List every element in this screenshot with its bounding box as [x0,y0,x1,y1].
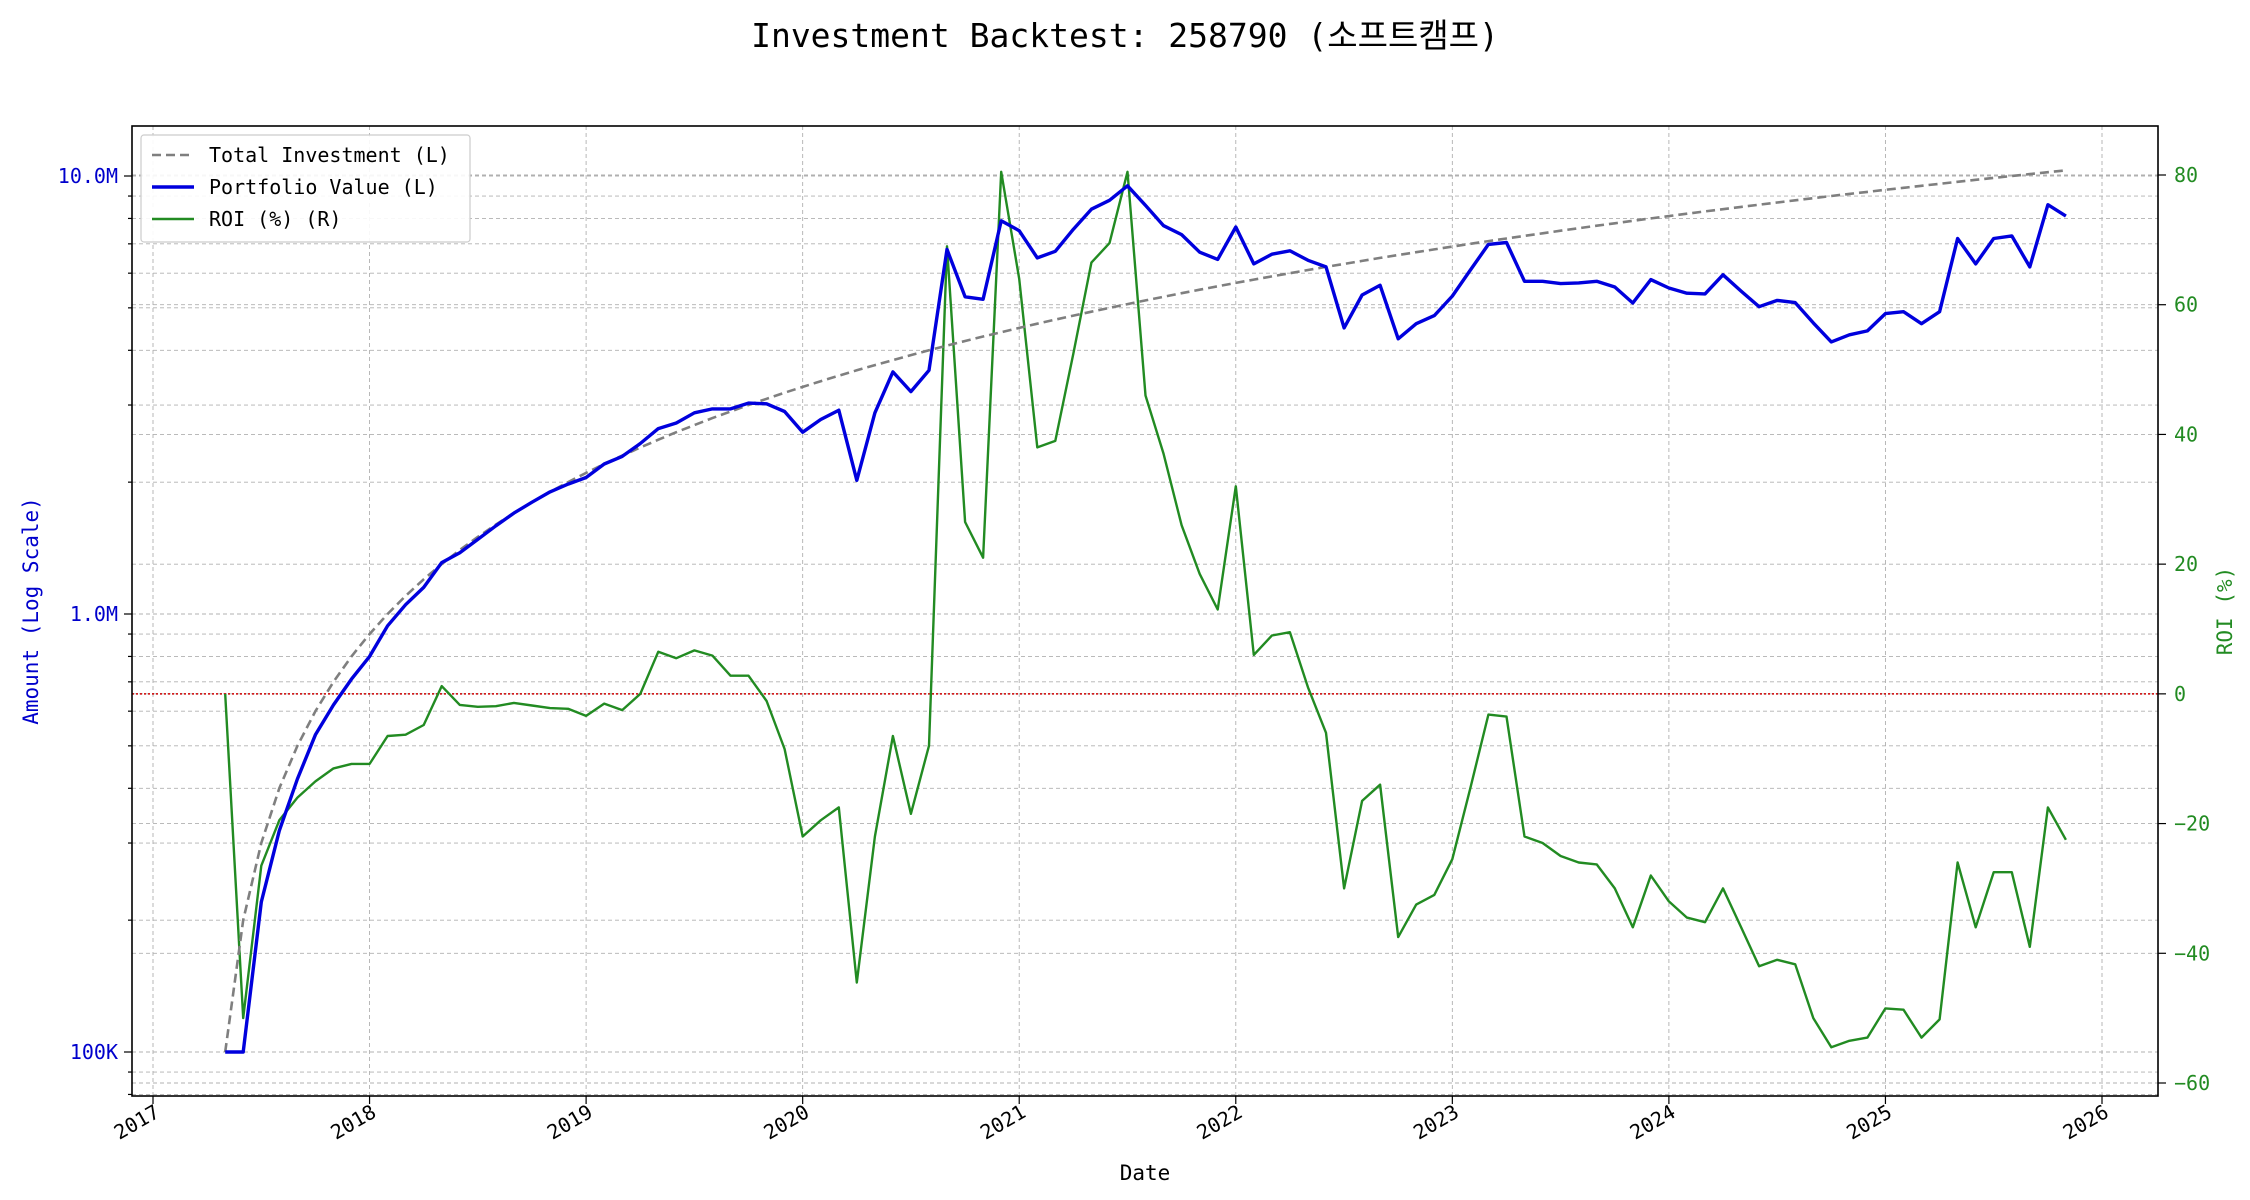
x-tick-label: 2024 [1626,1100,1680,1145]
right-tick-label: 80 [2174,163,2198,187]
right-tick-label: 20 [2174,552,2198,576]
right-tick-label: −60 [2174,1071,2210,1095]
legend-label: Portfolio Value (L) [209,175,438,199]
right-axis-ticks: −60 −40 −20 0 20 40 60 80 [2158,163,2210,1095]
right-tick-label: 40 [2174,422,2198,446]
portfolio-value-series-line [225,184,2067,1054]
legend-label: Total Investment (L) [209,143,450,167]
x-tick-label: 2022 [1193,1100,1247,1145]
plot-frame [131,125,2159,1097]
x-tick-label: 2025 [1842,1100,1896,1145]
left-tick-label: 100K [70,1040,118,1064]
left-tick-label: 10.0M [58,164,118,188]
left-tick-label: 1.0M [70,602,118,626]
chart-title: Investment Backtest: 258790 (소프트캠프) [751,16,1499,55]
x-axis-label: Date [1120,1161,1171,1185]
left-y-axis-label: Amount (Log Scale) [19,497,43,725]
x-tick-label: 2021 [976,1100,1030,1145]
x-tick-label: 2023 [1409,1100,1463,1145]
legend-label: ROI (%) (R) [209,207,341,231]
legend-box [140,134,471,243]
left-axis-ticks: 100K 1.0M 10.0M [58,164,132,1096]
legend: Total Investment (L) Portfolio Value (L) R… [140,134,471,243]
x-tick-label: 2026 [2059,1100,2113,1145]
x-tick-label: 2018 [326,1100,380,1145]
x-tick-label: 2017 [110,1100,164,1145]
x-axis-ticks: 2017 2018 2019 2020 2021 2022 2023 2024 2025 2026 [110,1096,2113,1144]
right-tick-label: 0 [2174,682,2186,706]
right-tick-label: −20 [2174,812,2210,836]
right-tick-label: −40 [2174,941,2210,965]
x-tick-label: 2019 [543,1100,597,1145]
roi-series-line [224,170,2067,1049]
x-tick-label: 2020 [759,1100,813,1145]
right-tick-label: 60 [2174,293,2198,317]
right-y-axis-label: ROI (%) [2213,567,2237,656]
series-lines [223,169,2067,1054]
grid-lines [132,126,2158,1096]
